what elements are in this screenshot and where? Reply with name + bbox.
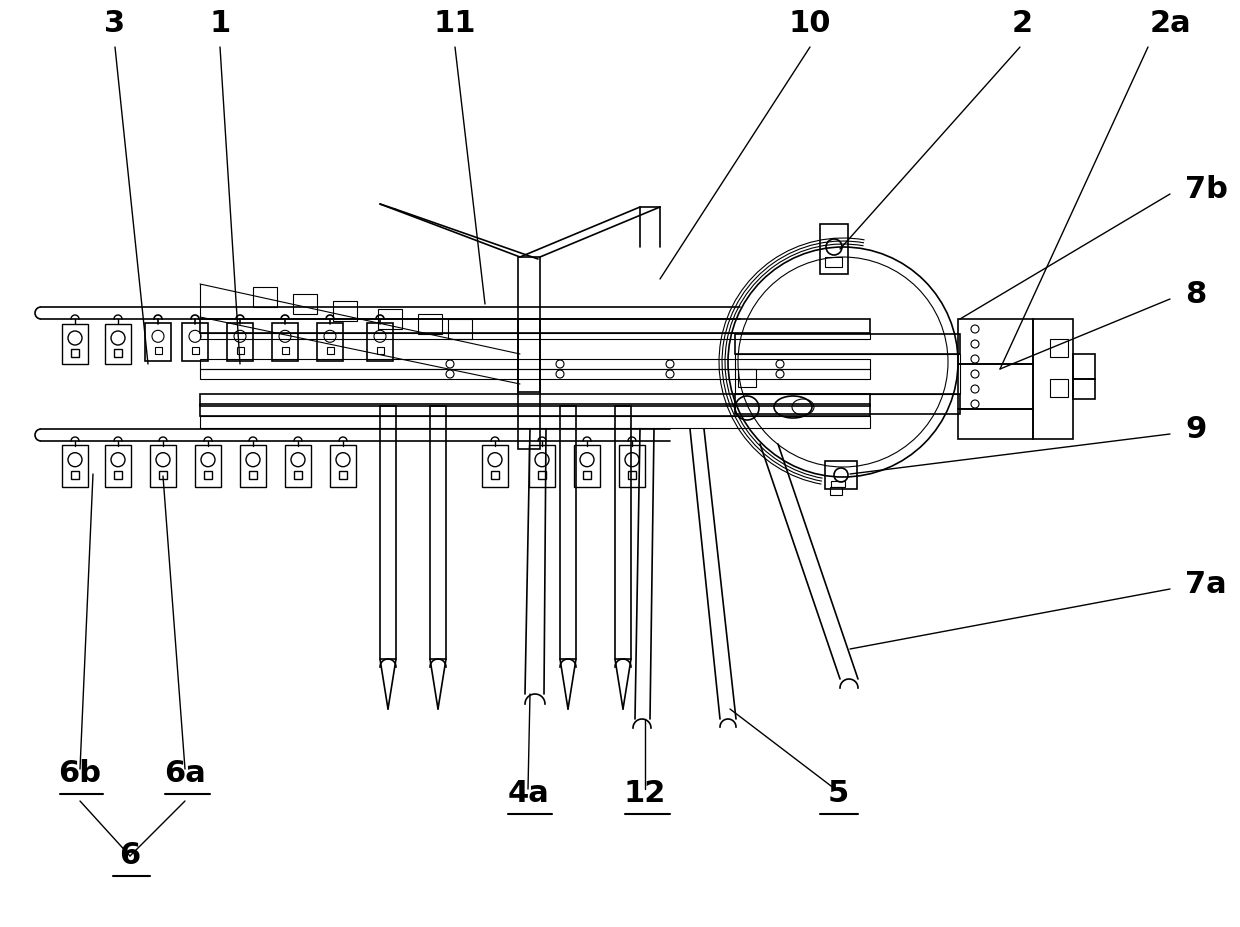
Bar bbox=[619, 446, 645, 488]
Bar bbox=[583, 472, 591, 479]
Text: 2: 2 bbox=[1012, 9, 1033, 38]
Bar bbox=[293, 295, 317, 314]
Bar bbox=[825, 462, 857, 489]
Bar bbox=[253, 287, 277, 308]
Bar bbox=[249, 472, 257, 479]
Bar bbox=[377, 348, 383, 354]
Bar bbox=[1033, 320, 1073, 439]
Bar bbox=[326, 348, 334, 354]
Bar bbox=[200, 320, 870, 334]
Text: 6b: 6b bbox=[58, 758, 102, 787]
Bar bbox=[317, 324, 343, 362]
Bar bbox=[62, 446, 88, 488]
Bar bbox=[959, 410, 1033, 439]
Bar bbox=[735, 395, 960, 414]
Bar bbox=[200, 395, 870, 407]
Bar bbox=[738, 370, 756, 387]
Text: 11: 11 bbox=[434, 9, 476, 38]
Bar bbox=[615, 407, 631, 659]
Bar bbox=[237, 348, 243, 354]
Text: 7a: 7a bbox=[1185, 570, 1226, 599]
Bar bbox=[1073, 379, 1095, 400]
Bar bbox=[294, 472, 303, 479]
Text: 6a: 6a bbox=[164, 758, 206, 787]
Text: 3: 3 bbox=[104, 9, 125, 38]
Bar bbox=[831, 481, 844, 488]
Bar bbox=[195, 446, 221, 488]
Bar bbox=[272, 324, 298, 362]
Bar bbox=[820, 224, 848, 274]
Bar bbox=[71, 349, 79, 358]
Bar bbox=[105, 446, 131, 488]
Bar bbox=[959, 320, 1033, 364]
Text: 12: 12 bbox=[624, 778, 666, 807]
Bar bbox=[191, 348, 198, 354]
Bar bbox=[378, 310, 402, 330]
Bar bbox=[330, 446, 356, 488]
Bar bbox=[114, 349, 122, 358]
Bar bbox=[367, 324, 393, 362]
Bar bbox=[150, 446, 176, 488]
Bar bbox=[200, 370, 870, 379]
Bar bbox=[1073, 355, 1095, 379]
Bar bbox=[959, 364, 1033, 410]
Bar bbox=[200, 334, 870, 339]
Bar bbox=[334, 301, 357, 322]
Bar bbox=[62, 324, 88, 364]
Bar bbox=[574, 446, 600, 488]
Bar bbox=[518, 320, 539, 450]
Bar bbox=[105, 324, 131, 364]
Bar bbox=[227, 324, 253, 362]
Bar bbox=[339, 472, 347, 479]
Bar bbox=[482, 446, 508, 488]
Bar bbox=[379, 407, 396, 659]
Bar bbox=[182, 324, 208, 362]
Bar bbox=[518, 258, 539, 392]
Text: 1: 1 bbox=[210, 9, 231, 38]
Text: 9: 9 bbox=[1185, 415, 1207, 444]
Bar bbox=[735, 335, 960, 355]
Bar bbox=[71, 472, 79, 479]
Bar bbox=[200, 404, 870, 416]
Bar bbox=[205, 472, 212, 479]
Bar bbox=[418, 314, 441, 335]
Bar bbox=[285, 446, 311, 488]
Bar bbox=[560, 407, 577, 659]
Bar bbox=[830, 488, 842, 495]
Bar bbox=[281, 348, 289, 354]
Bar bbox=[1050, 379, 1068, 398]
Bar bbox=[448, 320, 472, 339]
Bar bbox=[1050, 339, 1068, 358]
Bar bbox=[538, 472, 546, 479]
Bar bbox=[491, 472, 498, 479]
Text: 5: 5 bbox=[827, 778, 848, 807]
Bar bbox=[627, 472, 636, 479]
Bar bbox=[430, 407, 446, 659]
Bar bbox=[735, 355, 960, 395]
Text: 7b: 7b bbox=[1185, 175, 1228, 204]
Bar bbox=[200, 416, 870, 428]
Text: 6: 6 bbox=[119, 840, 140, 870]
Text: 2a: 2a bbox=[1149, 9, 1190, 38]
Bar bbox=[114, 472, 122, 479]
Bar bbox=[825, 258, 842, 268]
Text: 4a: 4a bbox=[507, 778, 549, 807]
Text: 8: 8 bbox=[1185, 280, 1207, 310]
Text: 10: 10 bbox=[789, 9, 831, 38]
Bar bbox=[145, 324, 171, 362]
Bar bbox=[241, 446, 267, 488]
Bar bbox=[200, 360, 870, 370]
Bar bbox=[529, 446, 556, 488]
Bar bbox=[155, 348, 161, 354]
Bar bbox=[159, 472, 167, 479]
